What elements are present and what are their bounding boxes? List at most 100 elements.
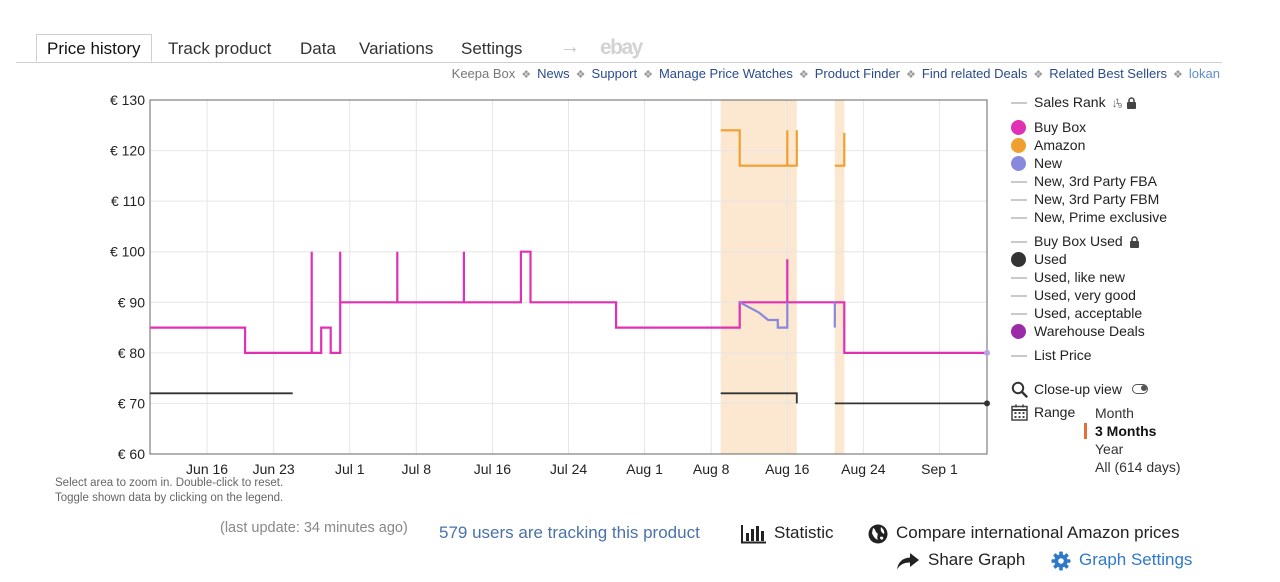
x-tick-label: Aug 16 — [765, 461, 810, 477]
tab-settings[interactable]: Settings — [461, 39, 523, 58]
globe-icon — [868, 524, 888, 544]
legend-line-icon — [1011, 277, 1027, 279]
amazon-shade — [834, 100, 845, 454]
arrow-right-icon: → — [560, 36, 580, 58]
range-option-year[interactable]: Year — [1095, 441, 1124, 457]
news-link[interactable]: News — [537, 66, 570, 81]
find-related-deals-link[interactable]: Find related Deals — [921, 66, 1028, 81]
share-label: Share Graph — [928, 550, 1026, 569]
compare-label: Compare international Amazon prices — [896, 523, 1180, 542]
compare-prices-button[interactable]: Compare international Amazon prices — [868, 523, 1179, 544]
separator-icon: ❖ — [1173, 69, 1183, 81]
y-tick-label: € 60 — [118, 446, 145, 462]
ebay-link[interactable]: ebay — [600, 36, 643, 59]
separator-icon: ❖ — [643, 69, 653, 81]
legend-label: Sales Rank — [1034, 94, 1106, 110]
plot-area-border — [149, 99, 988, 455]
series-end-point — [984, 349, 990, 356]
legend-line-icon — [1011, 313, 1027, 315]
legend-line-icon — [1011, 217, 1027, 219]
x-axis-ticks: Jun 16 Jun 23 Jul 1 Jul 8 Jul 16 Jul 24 Aug 1 A… — [186, 461, 958, 477]
product-finder-link[interactable]: Product Finder — [814, 66, 901, 81]
legend-label: New, 3rd Party FBM — [1034, 191, 1160, 207]
y-tick-label: € 100 — [110, 244, 145, 260]
chart-hint: Select area to zoom in. Double-click to … — [55, 476, 283, 506]
x-tick-label: Jul 16 — [474, 461, 512, 477]
links-bar: Keepa Box ❖ News ❖ Support ❖ Manage Price Watc… — [452, 66, 1220, 81]
y-tick-label: € 80 — [118, 345, 145, 361]
keepa-box-link[interactable]: Keepa Box — [451, 66, 516, 81]
legend-dot-icon — [1011, 120, 1026, 135]
legend-label: New — [1034, 155, 1063, 171]
legend-label: Used, very good — [1034, 287, 1136, 303]
support-link[interactable]: Support — [591, 66, 638, 81]
separator-icon: ❖ — [521, 69, 532, 81]
lock-icon — [1129, 236, 1139, 249]
tracking-users-link[interactable]: 579 users are tracking this product — [439, 523, 700, 542]
calendar-icon — [1011, 404, 1028, 421]
legend-line-icon — [1011, 181, 1027, 183]
y-tick-label: € 90 — [118, 294, 145, 310]
range-options: Month 3 Months Year All (614 days) — [1084, 404, 1181, 476]
range-option-month[interactable]: Month — [1095, 405, 1134, 421]
x-tick-label: Aug 24 — [841, 461, 886, 477]
range-option-all[interactable]: All (614 days) — [1095, 459, 1181, 475]
legend-label: Warehouse Deals — [1034, 323, 1145, 339]
graph-settings-label: Graph Settings — [1079, 550, 1193, 569]
toggle-switch-icon[interactable] — [1132, 384, 1148, 394]
manage-price-watches-link[interactable]: Manage Price Watches — [658, 66, 793, 81]
tab-variations[interactable]: Variations — [359, 39, 434, 58]
sort-number-icon: ↓¹₉ — [1111, 96, 1123, 110]
x-tick-label: Sep 1 — [921, 461, 958, 477]
bar-chart-icon — [741, 524, 766, 544]
tab-price-history[interactable]: Price history — [36, 34, 152, 62]
x-tick-label: Aug 1 — [626, 461, 663, 477]
series-new — [739, 301, 836, 329]
legend-label: Buy Box Used — [1034, 233, 1123, 249]
amazon-availability-shading — [720, 100, 845, 454]
y-tick-label: € 70 — [118, 395, 145, 411]
legend-dot-icon — [1011, 138, 1026, 153]
related-best-sellers-link[interactable]: Related Best Sellers — [1049, 66, 1168, 81]
tab-track-product[interactable]: Track product — [168, 39, 272, 58]
chart-series — [150, 129, 990, 407]
x-tick-label: Jun 16 — [186, 461, 228, 477]
hint-zoom: Select area to zoom in. Double-click to … — [55, 477, 284, 489]
lock-icon — [1127, 97, 1137, 110]
separator-icon: ❖ — [575, 69, 586, 81]
separator-icon: ❖ — [1033, 69, 1044, 81]
price-history-chart[interactable]: € 130 € 120 € 110 € 100 € 90 € 80 € 70 € 60 Jun… — [0, 0, 1000, 480]
series-end-point — [984, 400, 990, 407]
legend-line-icon — [1011, 241, 1027, 243]
legend-dot-icon — [1011, 324, 1026, 339]
series-amazon — [720, 129, 846, 167]
search-icon — [1011, 381, 1028, 398]
legend-label: New, 3rd Party FBA — [1034, 173, 1157, 189]
x-tick-label: Jul 24 — [550, 461, 588, 477]
x-tick-label: Jul 1 — [335, 461, 365, 477]
y-tick-label: € 120 — [110, 143, 145, 159]
legend-line-icon — [1011, 199, 1027, 201]
legend-line-icon — [1011, 102, 1027, 104]
tab-data[interactable]: Data — [300, 39, 336, 58]
statistic-button[interactable]: Statistic — [740, 523, 834, 544]
legend-label: Amazon — [1034, 137, 1086, 153]
graph-settings-button[interactable]: Graph Settings — [1051, 550, 1192, 571]
legend-line-icon — [1011, 355, 1027, 357]
separator-icon: ❖ — [798, 69, 809, 81]
legend-label: Used, acceptable — [1034, 305, 1143, 321]
x-tick-label: Aug 8 — [693, 461, 730, 477]
x-tick-label: Jul 8 — [402, 461, 432, 477]
share-graph-button[interactable]: Share Graph — [896, 550, 1025, 571]
closeup-label: Close-up view — [1034, 381, 1122, 397]
range-option-3-months[interactable]: 3 Months — [1084, 422, 1181, 440]
chart-grid — [150, 99, 987, 455]
share-arrow-icon — [897, 552, 919, 570]
amazon-shade — [720, 100, 797, 454]
user-link[interactable]: lokan — [1188, 66, 1220, 81]
range-label: Range — [1034, 404, 1076, 420]
legend-label: Used — [1034, 251, 1067, 267]
y-tick-label: € 110 — [111, 193, 145, 209]
separator-icon: ❖ — [906, 69, 916, 81]
legend-label: Used, like new — [1034, 269, 1126, 285]
